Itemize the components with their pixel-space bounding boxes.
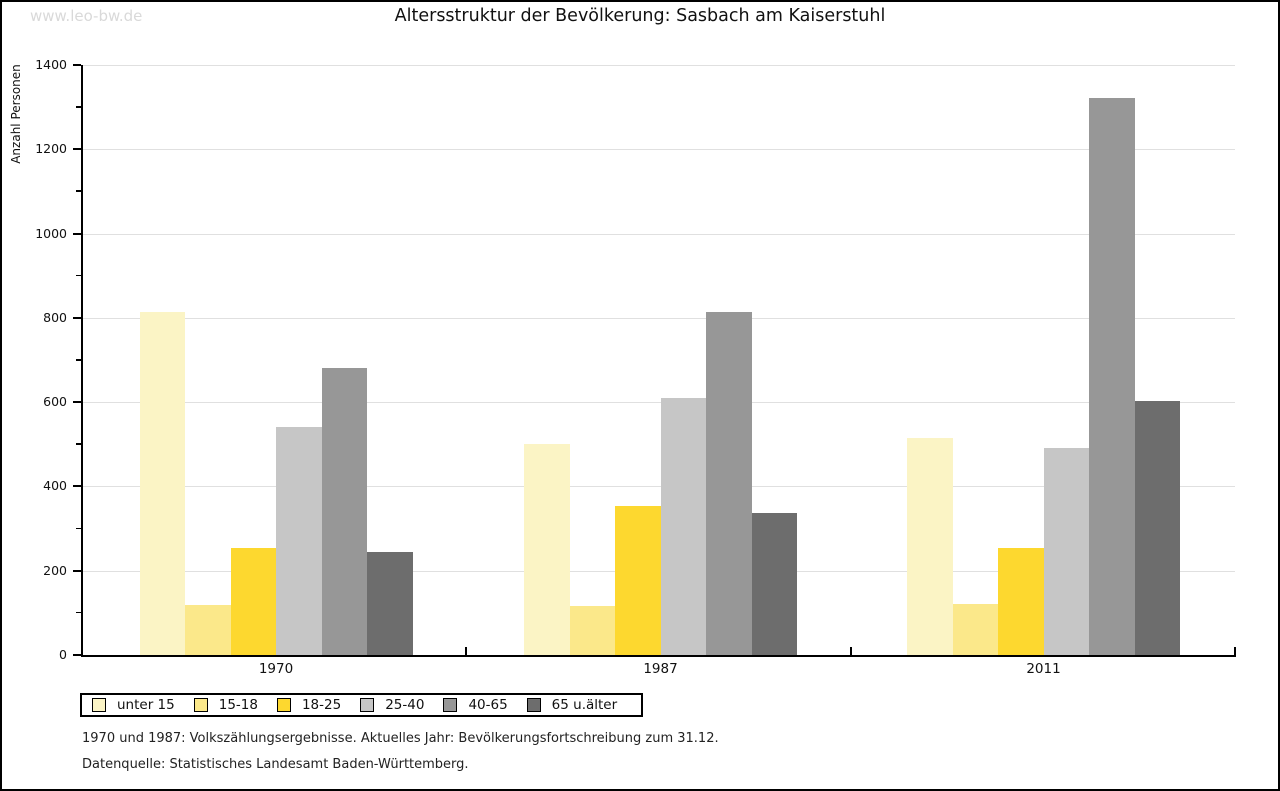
y-tick-minor	[76, 190, 81, 192]
x-category-label: 2011	[1026, 661, 1061, 677]
bar-unter-15	[907, 438, 953, 655]
y-tick-minor	[76, 611, 81, 614]
bar-unter-15	[139, 311, 185, 655]
y-axis-line	[81, 65, 83, 657]
y-tick-major	[73, 485, 81, 488]
bar-25-40	[660, 397, 706, 655]
gridline	[82, 149, 1235, 151]
legend-label: 65 u.älter	[551, 697, 618, 713]
y-tick-major	[73, 64, 81, 66]
legend-label: 15-18	[218, 697, 258, 713]
legend-item: 65 u.älter	[526, 697, 618, 713]
gridline	[82, 402, 1235, 404]
y-tick-label: 600	[43, 394, 67, 410]
y-tick-minor	[76, 527, 81, 530]
x-axis-line	[81, 655, 1236, 657]
x-tick	[1234, 647, 1236, 655]
bar-40-65	[706, 312, 752, 655]
legend-item: unter 15	[92, 697, 175, 713]
gridline	[82, 233, 1235, 235]
bar-40-65	[321, 368, 367, 655]
bar-18-25	[615, 505, 661, 655]
legend-swatch-icon	[360, 698, 375, 712]
footnote-source-note: 1970 und 1987: Volkszählungsergebnisse. …	[82, 731, 719, 746]
legend-swatch-icon	[276, 698, 291, 712]
legend-item: 15-18	[193, 697, 258, 713]
y-tick-major	[73, 148, 81, 151]
y-tick-major	[73, 316, 81, 319]
legend-item: 40-65	[443, 697, 508, 713]
y-tick-minor	[76, 443, 81, 445]
y-tick-label: 1200	[35, 141, 67, 157]
legend-swatch-icon	[193, 698, 208, 712]
y-tick-major	[73, 569, 81, 572]
bar-40-65	[1089, 97, 1135, 655]
bar-unter-15	[524, 444, 570, 655]
gridline	[82, 486, 1235, 488]
bar-18-25	[230, 548, 276, 655]
bar-65-u.älter	[751, 512, 797, 655]
legend: unter 15 15-18 18-25 25-40 40-65 65 u.älter	[80, 693, 643, 717]
y-tick-minor	[76, 359, 81, 361]
chart-title: Altersstruktur der Bevölkerung: Sasbach …	[394, 6, 886, 26]
legend-item: 25-40	[360, 697, 424, 713]
y-tick-minor	[76, 274, 81, 277]
footnote-data-source: Datenquelle: Statistisches Landesamt Bad…	[82, 757, 469, 772]
legend-label: 25-40	[385, 697, 425, 713]
legend-label: unter 15	[117, 697, 175, 713]
bar-25-40	[1043, 448, 1089, 655]
legend-swatch-icon	[443, 698, 458, 712]
y-tick-label: 1000	[35, 225, 67, 241]
bar-65-u.älter	[1134, 401, 1180, 655]
legend-swatch-icon	[92, 698, 106, 712]
y-tick-label: 800	[43, 309, 67, 325]
legend-label: 18-25	[301, 697, 342, 713]
x-category-label: 1987	[643, 661, 678, 677]
bar-25-40	[276, 427, 322, 655]
y-tick-label: 1400	[35, 57, 67, 72]
y-tick-major	[73, 654, 81, 656]
legend-label: 40-65	[468, 697, 508, 713]
x-tick	[850, 647, 852, 655]
bar-65-u.älter	[367, 552, 413, 655]
legend-swatch-icon	[526, 698, 541, 712]
bar-15-18	[952, 604, 998, 655]
watermark-brand: www.leo-bw.de	[30, 7, 143, 25]
gridline	[82, 317, 1235, 319]
legend-item: 18-25	[276, 697, 342, 713]
y-tick-label: 200	[43, 562, 67, 578]
bar-18-25	[998, 548, 1044, 655]
x-tick	[465, 647, 467, 655]
y-tick-major	[73, 232, 81, 235]
y-tick-minor	[76, 106, 81, 108]
bar-15-18	[185, 605, 231, 655]
bar-15-18	[569, 605, 615, 655]
y-tick-label: 400	[43, 478, 67, 494]
x-category-label: 1970	[258, 661, 294, 677]
gridline	[82, 65, 1235, 66]
y-tick-label: 0	[59, 647, 67, 662]
y-tick-major	[73, 401, 81, 404]
